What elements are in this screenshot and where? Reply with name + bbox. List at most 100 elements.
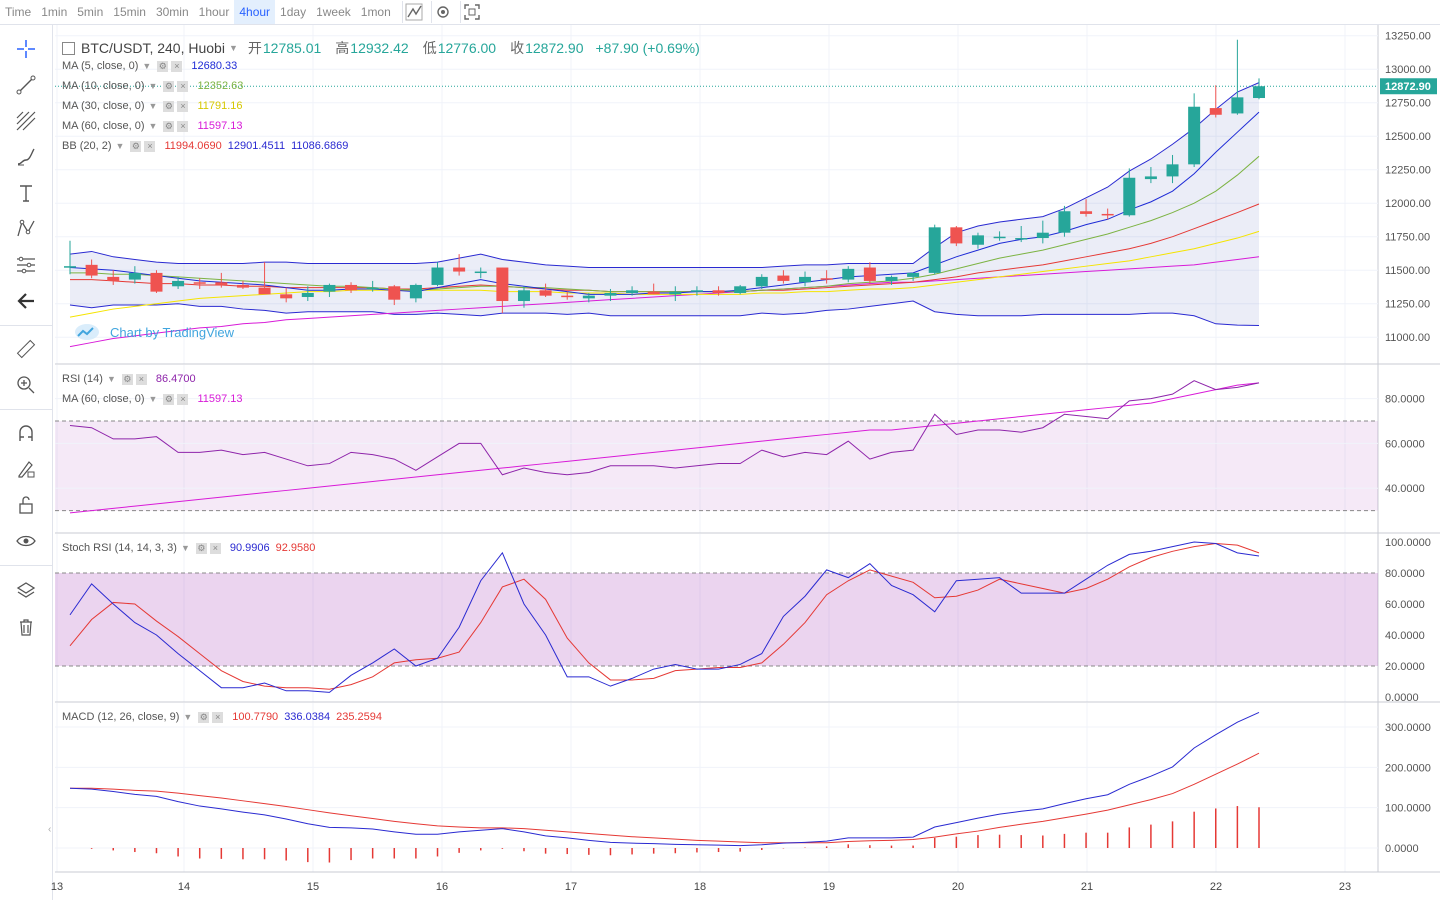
candle-body [799, 276, 812, 283]
settings-icon[interactable]: ⚙ [195, 542, 207, 554]
settings-icon[interactable] [430, 1, 454, 23]
time-axis-label: 17 [565, 881, 577, 893]
trash-icon[interactable] [12, 613, 40, 641]
chevron-down-icon: ▼ [148, 101, 158, 111]
chevron-down-icon: ▼ [183, 712, 193, 722]
trend-line-icon[interactable] [12, 71, 40, 99]
candle-body [215, 282, 228, 285]
settings-icon[interactable]: ⚙ [163, 120, 175, 132]
low-value: 12776.00 [437, 40, 497, 56]
legend-macd-line: 336.0384 [284, 711, 331, 723]
pattern-icon[interactable] [12, 215, 40, 243]
symbol-header: BTC/USDT, 240, Huobi ▼ 开 12785.01 高 12932.… [62, 38, 700, 58]
crosshair-icon[interactable] [12, 35, 40, 63]
layers-icon[interactable] [12, 577, 40, 605]
candle-body [907, 272, 920, 277]
legend-stoch[interactable]: Stoch RSI (14, 14, 3, 3) ▼ ⚙ × 90.9906 92.958… [62, 542, 315, 554]
timeframe-30min[interactable]: 30min [155, 5, 189, 19]
back-arrow-icon[interactable] [12, 287, 40, 315]
candle-body [172, 280, 185, 287]
candle-body [431, 267, 444, 285]
timeframe-1min[interactable]: 1min [41, 5, 68, 19]
time-axis-label: 14 [178, 881, 190, 893]
tradingview-watermark[interactable]: Chart by TradingView [74, 323, 234, 341]
candle-body [1058, 211, 1071, 233]
stoch-axis-label: 20.0000 [1385, 661, 1425, 673]
legend-macd-name: MACD (12, 26, close, 9) [62, 711, 180, 723]
eye-icon[interactable] [12, 527, 40, 555]
legend-ma5[interactable]: MA (5, close, 0) ▼ ⚙ × 12680.33 [62, 60, 237, 72]
close-icon[interactable]: × [177, 100, 189, 112]
bb-upper-line [69, 82, 1260, 269]
close-icon[interactable]: × [212, 711, 224, 723]
zoom-in-icon[interactable] [12, 371, 40, 399]
unlock-icon[interactable] [12, 491, 40, 519]
timeframe-1mon[interactable]: 1mon [360, 5, 391, 19]
legend-bb-name: BB (20, 2) [62, 140, 112, 152]
time-axis-label: 19 [823, 881, 835, 893]
settings-icon[interactable]: ⚙ [198, 711, 210, 723]
legend-ma10[interactable]: MA (10, close, 0) ▼ ⚙ × 12352.63 [62, 80, 243, 92]
candle-body [734, 286, 747, 293]
legend-ma60[interactable]: MA (60, close, 0) ▼ ⚙ × 11597.13 [62, 120, 243, 132]
timeframe-time[interactable]: Time [5, 5, 32, 19]
chart-type-icon[interactable] [401, 1, 425, 23]
close-icon[interactable]: × [135, 373, 147, 385]
candle-body [496, 267, 509, 302]
close-icon[interactable]: × [177, 80, 189, 92]
candle-body [842, 268, 855, 280]
price-axis-label: 11250.00 [1385, 299, 1430, 311]
legend-rsi-ma-name: MA (60, close, 0) [62, 393, 145, 405]
close-icon[interactable]: × [144, 140, 156, 152]
chevron-down-icon: ▼ [142, 61, 152, 71]
settings-icon[interactable]: ⚙ [163, 100, 175, 112]
legend-rsi-ma[interactable]: MA (60, close, 0) ▼ ⚙ × 11597.13 [62, 393, 243, 405]
collapse-icon[interactable] [62, 41, 75, 55]
text-icon[interactable] [12, 179, 40, 207]
magnet-icon[interactable] [12, 419, 40, 447]
close-icon[interactable]: × [177, 393, 189, 405]
ma60-line [69, 256, 1260, 348]
legend-ma30[interactable]: MA (30, close, 0) ▼ ⚙ × 11791.16 [62, 100, 243, 112]
price-axis-label: 11000.00 [1385, 332, 1430, 344]
stoch-axis-label: 40.0000 [1385, 630, 1425, 642]
chevron-down-icon[interactable]: ▼ [228, 43, 238, 53]
fullscreen-icon[interactable] [459, 1, 483, 23]
candle-body [820, 278, 833, 280]
settings-icon[interactable]: ⚙ [163, 393, 175, 405]
stoch-k-line [69, 541, 1260, 693]
candle-body [64, 266, 76, 268]
candle-body [582, 295, 595, 299]
candle-body [453, 267, 466, 272]
brush-icon[interactable] [12, 143, 40, 171]
legend-rsi[interactable]: RSI (14) ▼ ⚙ × 86.4700 [62, 373, 196, 385]
chevron-down-icon: ▼ [148, 81, 158, 91]
timeframe-15min[interactable]: 15min [113, 5, 146, 19]
settings-icon[interactable]: ⚙ [157, 60, 169, 72]
ruler-icon[interactable] [12, 335, 40, 363]
prediction-icon[interactable] [12, 251, 40, 279]
close-icon[interactable]: × [177, 120, 189, 132]
lock-drawing-icon[interactable] [12, 455, 40, 483]
timeframe-1week[interactable]: 1week [316, 5, 351, 19]
settings-icon[interactable]: ⚙ [121, 373, 133, 385]
legend-bb[interactable]: BB (20, 2) ▼ ⚙ × 11994.0690 12901.4511 11086.6… [62, 140, 348, 152]
settings-icon[interactable]: ⚙ [130, 140, 142, 152]
candle-body [236, 284, 249, 288]
candle-body [1231, 97, 1244, 114]
symbol-title: BTC/USDT, 240, Huobi [81, 40, 225, 56]
timeframe-5min[interactable]: 5min [77, 5, 104, 19]
fib-retracement-icon[interactable] [12, 107, 40, 135]
close-icon[interactable]: × [209, 542, 221, 554]
close-icon[interactable]: × [171, 60, 183, 72]
timeframe-4hour[interactable]: 4hour [234, 0, 276, 24]
candle-body [863, 267, 876, 281]
timeframe-1hour[interactable]: 1hour [198, 5, 230, 19]
timeframe-1day[interactable]: 1day [280, 5, 307, 19]
legend-macd[interactable]: MACD (12, 26, close, 9) ▼ ⚙ × 100.7790 336.03… [62, 711, 382, 723]
candle-body [258, 287, 271, 295]
chevron-down-icon: ▼ [148, 394, 158, 404]
settings-icon[interactable]: ⚙ [163, 80, 175, 92]
candle-body [1166, 164, 1179, 177]
